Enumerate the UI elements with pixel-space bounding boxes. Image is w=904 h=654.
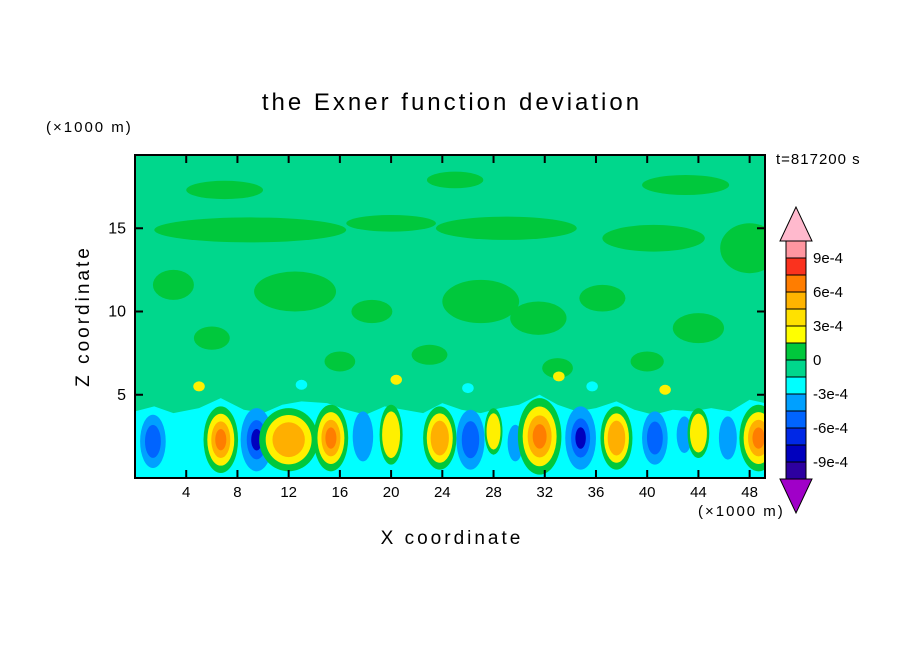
svg-text:0: 0: [813, 352, 821, 369]
contour-field: [135, 155, 765, 478]
svg-text:16: 16: [332, 484, 349, 501]
svg-text:5: 5: [117, 387, 126, 404]
svg-text:-9e-4: -9e-4: [813, 454, 848, 471]
svg-text:32: 32: [536, 484, 553, 501]
svg-text:48: 48: [741, 484, 758, 501]
svg-text:-6e-4: -6e-4: [813, 420, 848, 437]
svg-text:8: 8: [233, 484, 241, 501]
svg-text:9e-4: 9e-4: [813, 250, 843, 267]
x-axis-label: X coordinate: [380, 528, 524, 549]
svg-text:-3e-4: -3e-4: [813, 386, 848, 403]
svg-text:36: 36: [588, 484, 605, 501]
svg-text:4: 4: [182, 484, 190, 501]
y-axis-unit: (×1000 m): [46, 119, 133, 136]
axis-ticks: [135, 155, 765, 478]
chart-title: the Exner function deviation: [261, 89, 643, 116]
colorbar: 9e-4 6e-4 3e-4 0 -3e-4 -6e-4 -9e-4: [779, 205, 848, 515]
svg-text:20: 20: [383, 484, 400, 501]
y-axis-label: Z coordinate: [73, 245, 94, 387]
svg-text:44: 44: [690, 484, 707, 501]
svg-text:12: 12: [280, 484, 297, 501]
svg-text:40: 40: [639, 484, 656, 501]
svg-text:24: 24: [434, 484, 451, 501]
svg-text:15: 15: [108, 220, 126, 237]
svg-text:6e-4: 6e-4: [813, 284, 843, 301]
svg-text:3e-4: 3e-4: [813, 318, 843, 335]
x-axis-unit: (×1000 m): [698, 503, 785, 520]
plot-frame: [134, 154, 766, 479]
svg-text:10: 10: [108, 304, 126, 321]
svg-text:28: 28: [485, 484, 502, 501]
time-annotation: t=817200 s: [776, 151, 861, 168]
